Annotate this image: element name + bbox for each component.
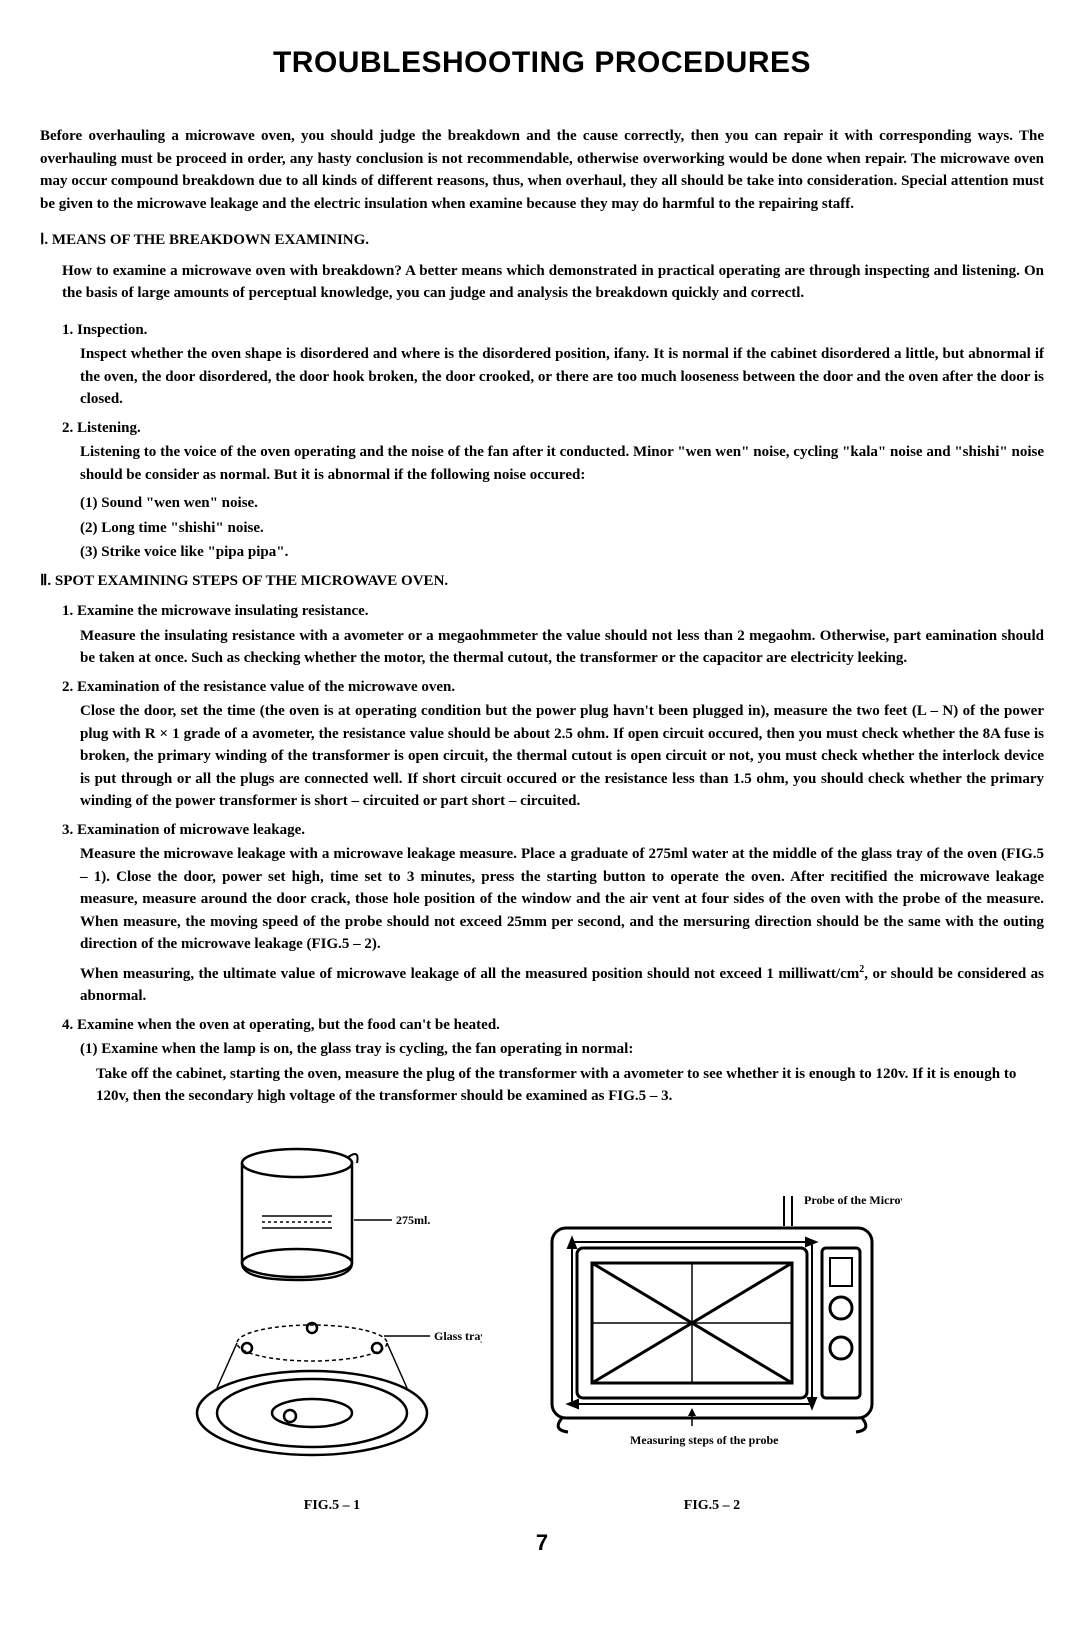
item-I-2-b: (2) Long time "shishi" noise. (80, 517, 1044, 540)
item-II-1-body: Measure the insulating resistance with a… (80, 625, 1044, 670)
section-1-heading: Ⅰ. MEANS OF THE BREAKDOWN EXAMINING. (40, 229, 1044, 252)
section-1-body: How to examine a microwave oven with bre… (62, 260, 1044, 305)
item-II-1-head: 1. Examine the microwave insulating resi… (62, 600, 1044, 623)
page-title: TROUBLESHOOTING PROCEDURES (40, 40, 1044, 85)
fig2-steps-label: Measuring steps of the probe (630, 1433, 779, 1447)
item-I-1-body: Inspect whether the oven shape is disord… (80, 343, 1044, 411)
figures-row: 275ml. Glass tray FIG.5 – 1 (40, 1138, 1044, 1517)
item-II-3-body2-pre: When measuring, the ultimate value of mi… (80, 966, 859, 982)
item-II-3-body1: Measure the microwave leakage with a mic… (80, 843, 1044, 956)
fig2-caption: FIG.5 – 2 (522, 1495, 902, 1516)
figure-5-1-svg: 275ml. Glass tray (182, 1138, 482, 1478)
section-2-heading: Ⅱ. SPOT EXAMINING STEPS OF THE MICROWAVE… (40, 570, 1044, 593)
item-II-3-body2: When measuring, the ultimate value of mi… (80, 962, 1044, 1008)
intro-paragraph: Before overhauling a microwave oven, you… (40, 125, 1044, 215)
item-I-2-c: (3) Strike voice like "pipa pipa". (80, 541, 1044, 564)
item-I-2-a: (1) Sound "wen wen" noise. (80, 492, 1044, 515)
item-II-2-head: 2. Examination of the resistance value o… (62, 676, 1044, 699)
item-II-4-head: 4. Examine when the oven at operating, b… (62, 1014, 1044, 1037)
fig1-beaker-label: 275ml. (396, 1213, 430, 1227)
item-I-1-head: 1. Inspection. (62, 319, 1044, 342)
figure-5-2: Probe of the Microwave measure (522, 1178, 902, 1517)
item-I-2-body: Listening to the voice of the oven opera… (80, 441, 1044, 486)
item-II-4-a-body: Take off the cabinet, starting the oven,… (96, 1063, 1044, 1108)
item-II-2-body: Close the door, set the time (the oven i… (80, 700, 1044, 813)
figure-5-2-svg: Probe of the Microwave measure (522, 1178, 902, 1478)
fig1-caption: FIG.5 – 1 (182, 1495, 482, 1516)
figure-5-1: 275ml. Glass tray FIG.5 – 1 (182, 1138, 482, 1517)
page-number: 7 (40, 1526, 1044, 1559)
item-II-3-head: 3. Examination of microwave leakage. (62, 819, 1044, 842)
fig1-tray-label: Glass tray (434, 1329, 482, 1343)
fig2-probe-label: Probe of the Microwave measure (804, 1193, 902, 1207)
item-I-2-head: 2. Listening. (62, 417, 1044, 440)
item-II-4-a: (1) Examine when the lamp is on, the gla… (80, 1038, 1044, 1061)
